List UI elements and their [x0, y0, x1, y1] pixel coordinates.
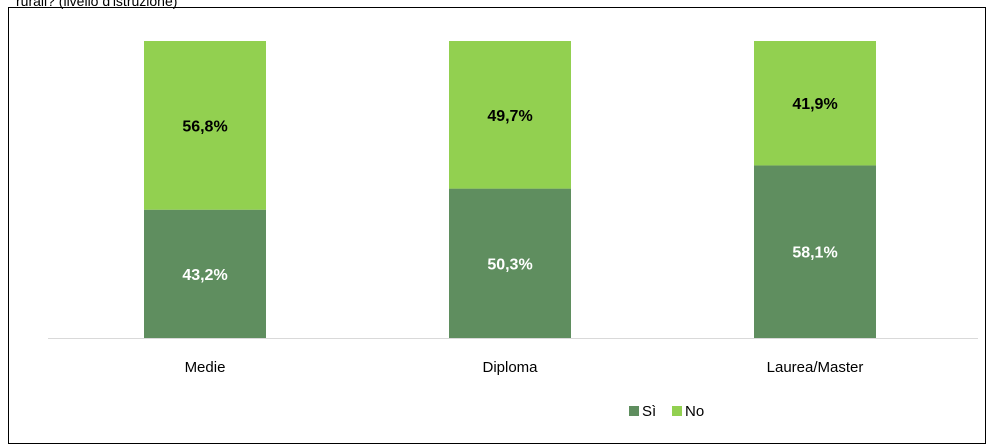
chart-caption: rurali? (livello d'istruzione) [16, 0, 178, 9]
legend-swatch-no [672, 406, 682, 416]
data-label-si-2: 50,3% [487, 256, 532, 273]
legend-label-si: Sì [642, 403, 656, 420]
x-tick-label-2: Diploma [482, 359, 538, 376]
x-tick-label-3: Laurea/Master [767, 359, 864, 376]
bar-no-diploma [449, 41, 571, 189]
bar-si-diploma [449, 188, 571, 338]
legend-swatch-si [629, 406, 639, 416]
bar-no-medie [144, 41, 266, 210]
data-label-no-1: 56,8% [182, 118, 227, 135]
data-label-no-2: 49,7% [487, 108, 532, 125]
bar-no-laurea-master [754, 41, 876, 166]
bar-si-medie [144, 209, 266, 338]
x-tick-label-1: Medie [185, 359, 226, 376]
data-label-si-1: 43,2% [182, 267, 227, 284]
data-label-no-3: 41,9% [792, 96, 837, 113]
legend-label-no: No [685, 403, 704, 420]
data-label-si-3: 58,1% [792, 245, 837, 262]
chart-frame [8, 7, 986, 444]
bar-si-laurea-master [754, 165, 876, 338]
